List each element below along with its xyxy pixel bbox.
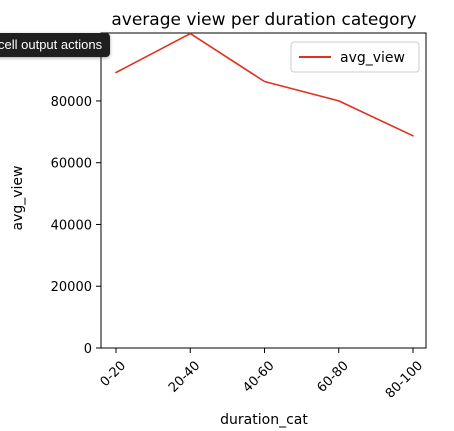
series-line-avg-view [115, 32, 414, 137]
y-tick-label: 0 [84, 342, 92, 357]
x-tick-label: 40-60 [240, 358, 277, 395]
legend-label: avg_view [340, 50, 405, 66]
chart-title: average view per duration category [111, 10, 416, 30]
y-axis-label: avg_view [10, 166, 26, 231]
x-tick-label: 80-100 [383, 358, 426, 401]
legend-frame [290, 41, 420, 73]
plot-area-frame [100, 32, 427, 349]
y-axis: 0 20000 40000 60000 80000 [51, 95, 101, 357]
cell-output-actions-tooltip: cell output actions [0, 33, 111, 57]
y-tick-label: 40000 [51, 218, 92, 233]
x-tick-label: 0-20 [98, 358, 129, 389]
x-tick-label: 20-40 [166, 358, 203, 395]
x-axis: 0-20 20-40 40-60 60-80 80-100 [98, 348, 426, 402]
x-axis-label: duration_cat [220, 412, 308, 428]
y-tick-label: 20000 [51, 280, 92, 295]
y-tick-label: 60000 [51, 157, 92, 172]
legend: avg_view [290, 41, 420, 73]
y-tick-label: 80000 [51, 95, 92, 110]
x-tick-label: 60-80 [314, 358, 351, 395]
series-layer [115, 32, 414, 137]
